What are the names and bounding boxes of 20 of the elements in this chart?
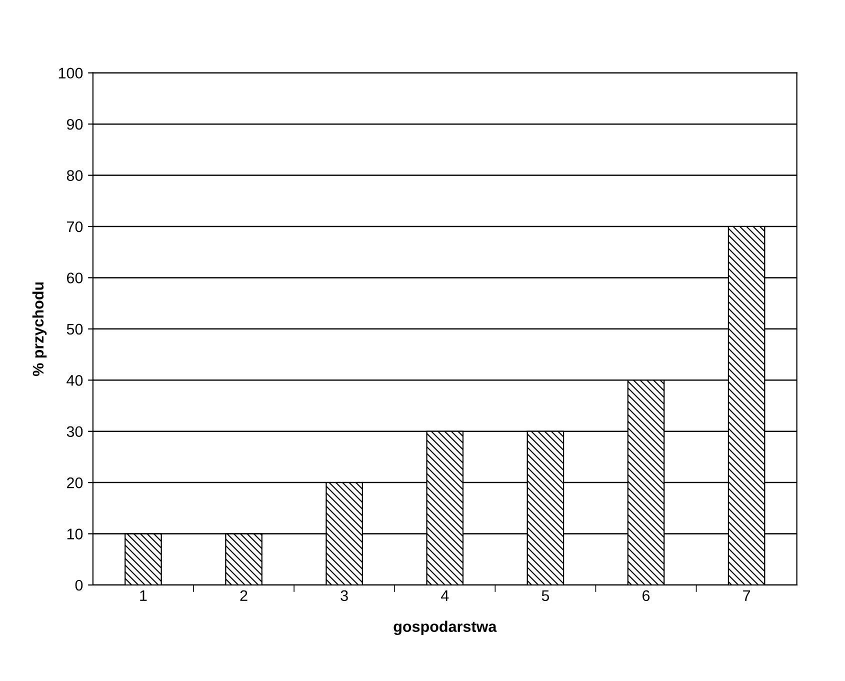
x-tick-label: 4: [440, 590, 449, 601]
x-tick-label: 2: [240, 590, 248, 601]
y-tick-label: 0: [75, 580, 83, 591]
y-tick-label: 90: [66, 118, 83, 130]
y-tick-label: 100: [58, 68, 83, 79]
y-tick-label: 10: [67, 528, 83, 540]
y-tick-label: 20: [67, 477, 83, 488]
x-axis-title: gospodarstwa: [394, 620, 497, 636]
y-tick-label: 30: [66, 426, 83, 438]
y-tick-label: 70: [67, 221, 83, 232]
x-tick-label: 3: [340, 590, 348, 602]
x-tick-label: 7: [743, 590, 750, 601]
y-axis-title: % przychodu: [32, 282, 47, 376]
y-tick-label: 50: [66, 324, 83, 335]
y-tick-label: 40: [66, 375, 83, 386]
y-tick-label: 60: [67, 272, 83, 284]
x-tick-label: 1: [140, 590, 147, 601]
x-tick-label: 6: [642, 590, 650, 602]
x-tick-label: 5: [542, 590, 550, 602]
y-tick-label: 80: [66, 170, 83, 181]
